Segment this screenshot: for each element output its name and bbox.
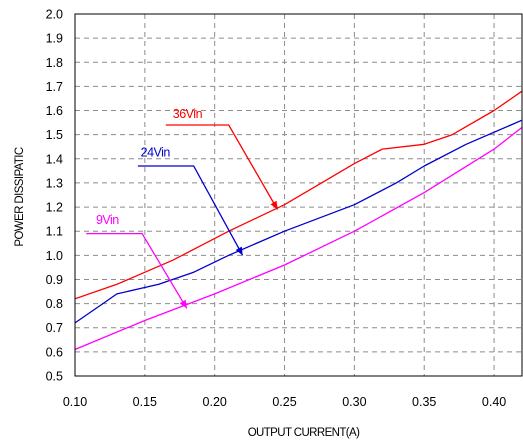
x-tick-labels: 0.10 0.15 0.20 0.25 0.30 0.35 0.40: [63, 395, 506, 409]
series-label-24vin: 24Vin: [141, 145, 171, 159]
y-tick-label: 1.9: [46, 32, 63, 46]
y-tick-label: 0.7: [46, 321, 63, 335]
y-axis-title: POWER DISSIPATIC: [14, 147, 26, 247]
x-tick-label: 0.25: [272, 395, 296, 409]
x-tick-label: 0.20: [203, 395, 227, 409]
series-label-9vin: 9Vin: [96, 213, 119, 227]
series-line-9vin: [75, 126, 522, 351]
y-tick-label: 0.5: [46, 370, 63, 384]
x-tick-label: 0.40: [482, 395, 506, 409]
arrowhead-24vin: [235, 246, 243, 256]
y-tick-label: 1.7: [46, 80, 63, 94]
series-leaders: 36Vin 24Vin 9Vin: [86, 107, 279, 309]
leader-line-24vin: [137, 165, 244, 256]
y-tick-label: 1.4: [46, 152, 63, 166]
y-tick-label: 0.9: [46, 273, 63, 287]
series-label-36vin: 36Vin: [173, 107, 203, 121]
x-tick-label: 0.30: [342, 395, 366, 409]
y-tick-label: 1.2: [46, 201, 63, 215]
y-tick-label: 1.0: [46, 249, 63, 263]
series-line-36vin: [75, 90, 522, 300]
y-tick-label: 1.1: [46, 225, 63, 239]
y-tick-label: 1.5: [46, 128, 63, 142]
x-tick-label: 0.10: [63, 395, 87, 409]
plot-frame: [74, 13, 523, 377]
y-tick-label: 2.0: [46, 8, 63, 22]
x-tick-label: 0.35: [412, 395, 436, 409]
arrowhead-36vin: [270, 200, 278, 210]
data-series: [75, 90, 522, 351]
arrowhead-9vin: [179, 299, 187, 309]
y-tick-label: 1.8: [46, 56, 63, 70]
x-tick-label: 0.15: [133, 395, 157, 409]
leader-line-36vin: [165, 124, 279, 210]
y-tick-label: 0.8: [46, 297, 63, 311]
y-tick-label: 1.3: [46, 176, 63, 190]
leader-line-9vin: [86, 232, 188, 309]
y-tick-label: 0.6: [46, 345, 63, 359]
x-axis-title: OUTPUT CURRENT(A): [248, 427, 360, 439]
grid-lines: [75, 14, 522, 376]
y-tick-label: 1.6: [46, 104, 63, 118]
y-tick-labels: 0.5 0.6 0.7 0.8 0.9 1.0 1.1 1.2 1.3 1.4 1.5 1.6 1.7 1…: [46, 8, 63, 384]
series-line-24vin: [75, 119, 522, 324]
